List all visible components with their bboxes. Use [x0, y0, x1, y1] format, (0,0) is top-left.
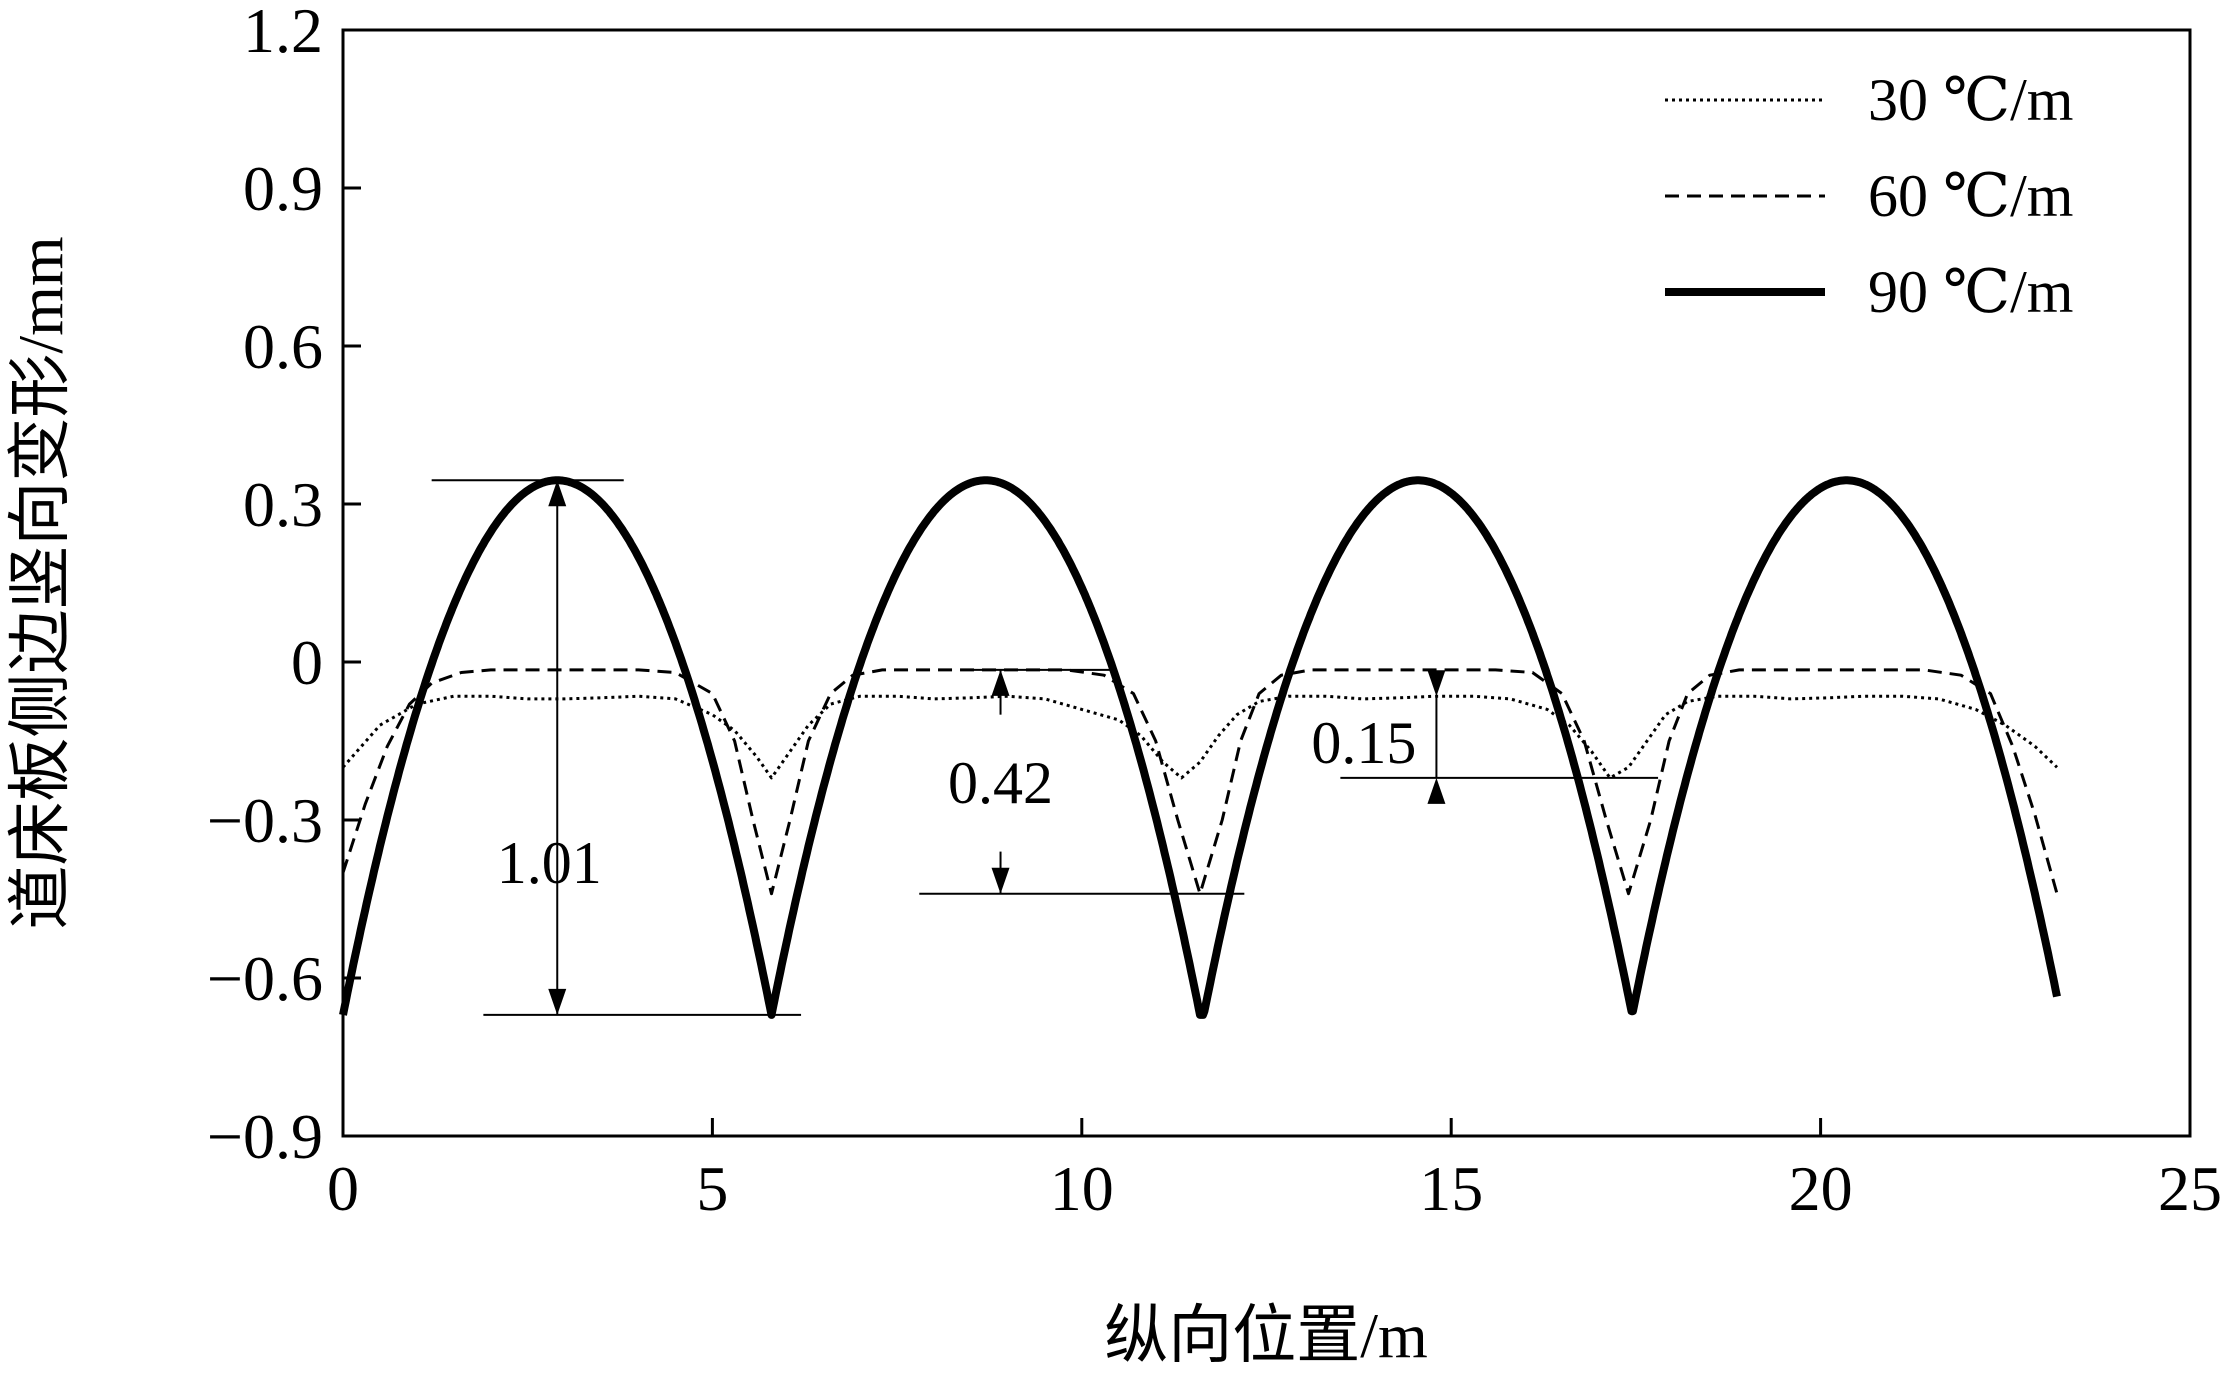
- annotation-arrowhead: [1427, 670, 1446, 697]
- x-tick-label: 25: [2158, 1153, 2222, 1224]
- annotation-arrowhead: [548, 480, 567, 507]
- annotation-arrowhead: [991, 867, 1010, 894]
- plot-frame: [341, 28, 2192, 1138]
- annotation-0.42: 0.42: [919, 668, 1245, 895]
- annotation-label: 1.01: [497, 830, 602, 896]
- legend: 30 ℃/m 60 ℃/m 90 ℃/m: [1665, 67, 2073, 325]
- y-tick-label: 0.3: [243, 469, 323, 540]
- legend-label: 30 ℃/m: [1868, 67, 2073, 133]
- annotation-arrowhead: [548, 988, 567, 1015]
- x-tick-label: 15: [1419, 1153, 1483, 1224]
- series-line-dotted: [341, 694, 2059, 780]
- x-tick-label: 0: [327, 1153, 359, 1224]
- series-layer: [339, 476, 2061, 1019]
- legend-label: 90 ℃/m: [1868, 259, 2073, 325]
- annotation-0.15: 0.15: [1311, 670, 1659, 804]
- annotation-label: 0.15: [1311, 710, 1416, 776]
- y-tick-label: −0.3: [207, 785, 323, 856]
- y-tick-label: −0.9: [207, 1101, 323, 1172]
- series-line-dashed: [341, 668, 2059, 896]
- annotation-arrowhead: [991, 669, 1010, 696]
- y-ticks: −0.9 −0.6 −0.3 0 0.3 0.6 0.9 1.2: [207, 0, 361, 1172]
- legend-label: 60 ℃/m: [1868, 163, 2073, 229]
- x-tick-label: 10: [1050, 1153, 1114, 1224]
- x-axis-title: 纵向位置/m: [1104, 1300, 1428, 1371]
- y-tick-label: 0: [291, 627, 323, 698]
- y-tick-label: 1.2: [243, 0, 323, 66]
- annotation-layer: 1.01 0.42 0.15: [431, 479, 1659, 1016]
- annotation-label: 0.42: [948, 750, 1053, 816]
- annotation-arrowhead: [1427, 777, 1446, 804]
- annotation-1.01: 1.01: [431, 479, 802, 1016]
- y-tick-label: −0.6: [207, 943, 323, 1014]
- y-tick-label: 0.6: [243, 311, 323, 382]
- x-tick-label: 20: [1789, 1153, 1853, 1224]
- y-tick-label: 0.9: [243, 153, 323, 224]
- x-tick-label: 5: [696, 1153, 728, 1224]
- series-line-solid: [339, 476, 2061, 1019]
- x-ticks: 0 5 10 15 20 25: [327, 1118, 2222, 1224]
- y-axis-title: 道床板侧边竖向变形/mm: [5, 236, 76, 929]
